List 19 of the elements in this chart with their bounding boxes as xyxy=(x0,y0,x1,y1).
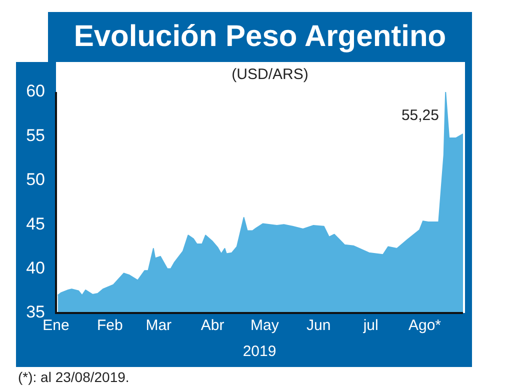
x-tick-label: Jun xyxy=(306,317,331,334)
annotation: 55,25 xyxy=(401,106,439,124)
x-tick-label: Ene xyxy=(42,317,70,334)
x-tick-label: Ago* xyxy=(408,317,442,334)
y-tick-label: 60 xyxy=(26,82,45,101)
x-tick-label: jul xyxy=(362,317,378,334)
y-tick-label: 50 xyxy=(26,170,45,190)
y-tick-label: 55 xyxy=(26,126,45,145)
x-tick-label: May xyxy=(250,317,280,334)
x-axis-title: 2019 xyxy=(242,343,276,360)
chart-subtitle: (USD/ARS) xyxy=(230,66,310,83)
chart-title: Evolución Peso Argentino xyxy=(48,12,472,62)
x-tick-label: Mar xyxy=(146,317,172,334)
x-tick-label: Abr xyxy=(200,317,224,334)
x-tick-label: Feb xyxy=(96,317,123,334)
y-tick-label: 40 xyxy=(26,258,45,278)
text: (*): al 23/08/2019. xyxy=(18,369,130,385)
y-tick-label: 45 xyxy=(26,214,45,234)
y-tick-label: 35 xyxy=(26,302,45,322)
